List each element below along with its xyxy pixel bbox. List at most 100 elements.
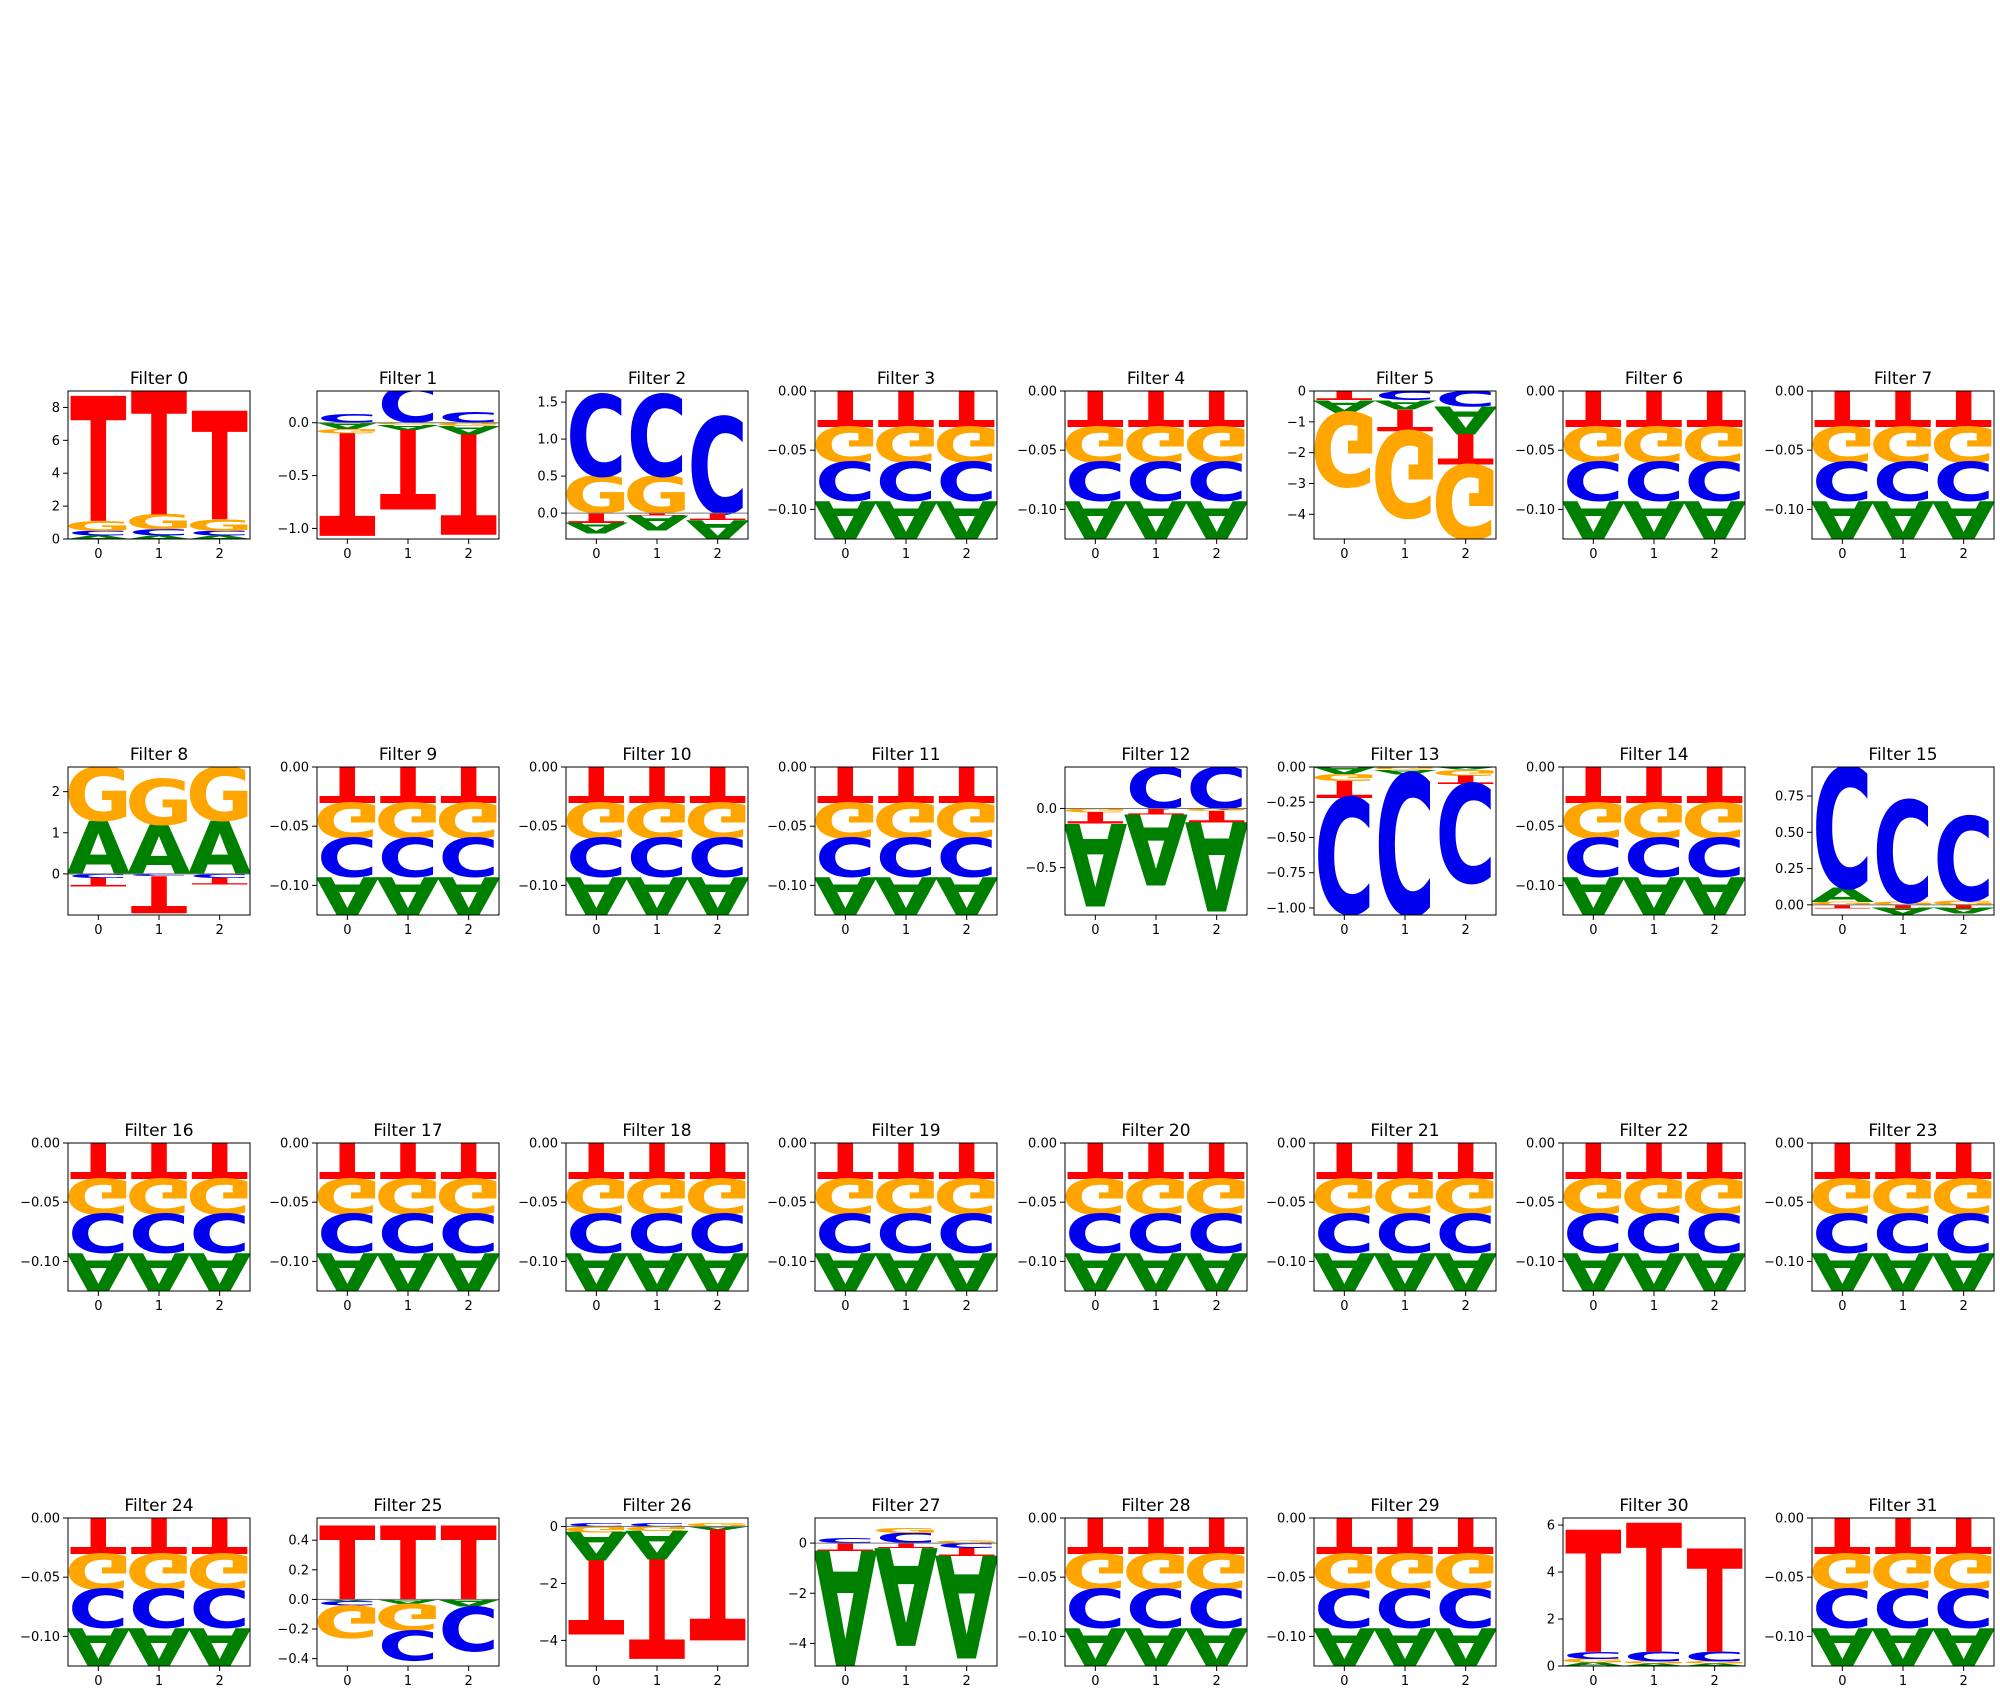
glyph-g-pos0: G — [1310, 1167, 1378, 1224]
filter-27-xtick-label: 2 — [963, 1674, 971, 1689]
glyph-a-pos2: A — [1683, 1663, 1747, 1667]
glyph-c-pos2: C — [189, 529, 250, 537]
glyph-g-pos2: G — [1183, 415, 1251, 472]
filter-3-ytick-label: −0.05 — [767, 444, 807, 459]
filter-8-ytick-label: 2 — [52, 785, 60, 800]
glyph-t-pos2: T — [690, 511, 746, 523]
glyph-a-pos0: A — [1312, 765, 1377, 776]
filter-25-xtick-label: 1 — [404, 1674, 412, 1689]
filter-27-ytick-label: −2 — [788, 1587, 807, 1602]
filter-23-xtick-label: 1 — [1899, 1299, 1907, 1314]
glyph-c-pos1: C — [378, 1620, 439, 1667]
filter-24-ytick-label: 0.00 — [31, 1512, 60, 1527]
filter-24-xtick-label: 2 — [216, 1674, 224, 1689]
glyph-g-pos0: G — [811, 415, 879, 472]
filter-10-xtick-label: 2 — [714, 923, 722, 938]
glyph-g-pos0: G — [64, 518, 132, 534]
filter-30-ytick-label: 0 — [1547, 1660, 1555, 1675]
filter-23-title: Filter 23 — [1868, 1121, 1937, 1141]
glyph-g-pos1: G — [1869, 1167, 1937, 1224]
glyph-a-pos2: A — [1932, 906, 1997, 915]
glyph-a-pos0: A — [66, 535, 130, 540]
filter-14-title: Filter 14 — [1619, 745, 1688, 765]
glyph-g-pos2: G — [933, 1167, 1001, 1224]
filter-1-ytick-label: −0.5 — [277, 469, 309, 484]
glyph-c-pos2: C — [1933, 449, 1994, 511]
glyph-c-pos0: C — [815, 1201, 876, 1263]
glyph-t-pos0: T — [1067, 808, 1124, 827]
glyph-c-pos1: C — [1624, 449, 1685, 511]
glyph-a-pos1: A — [127, 1240, 192, 1304]
glyph-t-pos0: T — [1067, 1132, 1123, 1189]
filter-15-xtick-label: 1 — [1899, 923, 1907, 938]
glyph-t-pos1: T — [1875, 904, 1932, 909]
glyph-t-pos1: T — [380, 1132, 436, 1189]
glyph-a-pos0: A — [813, 488, 878, 552]
glyph-c-pos2: C — [1684, 825, 1745, 887]
filter-1-xtick-label: 2 — [465, 547, 473, 562]
glyph-g-pos1: G — [623, 466, 691, 525]
glyph-t-pos0: T — [70, 1507, 126, 1564]
glyph-a-pos2: A — [1683, 1240, 1748, 1304]
glyph-g-pos2: G — [1432, 441, 1500, 559]
glyph-a-pos1: A — [874, 1240, 939, 1304]
filter-6-xtick-label: 1 — [1650, 547, 1658, 562]
filter-0-ytick-label: 6 — [52, 434, 60, 449]
filter-20-title: Filter 20 — [1121, 1121, 1190, 1141]
glyph-t-pos0: T — [1316, 1132, 1372, 1189]
filter-29-title: Filter 29 — [1370, 1496, 1439, 1516]
filter-7-title: Filter 7 — [1874, 369, 1932, 389]
glyph-t-pos1: T — [1128, 1507, 1184, 1564]
filter-16-ytick-label: −0.10 — [20, 1255, 60, 1270]
filter-21-ytick-label: −0.10 — [1266, 1255, 1306, 1270]
glyph-a-pos2: A — [1185, 1240, 1250, 1304]
glyph-a-pos1: A — [127, 1615, 192, 1679]
glyph-t-pos2: T — [1936, 904, 1993, 909]
filter-8-xtick-label: 2 — [216, 923, 224, 938]
glyph-t-pos1: T — [629, 756, 685, 813]
glyph-g-pos0: G — [1061, 1542, 1129, 1599]
filter-13-title: Filter 13 — [1370, 745, 1439, 765]
glyph-t-pos0: T — [70, 875, 126, 888]
glyph-g-pos0: G — [64, 1542, 132, 1599]
glyph-t-pos0: T — [1814, 380, 1870, 437]
glyph-t-pos1: T — [1875, 1132, 1931, 1189]
glyph-a-pos2: A — [437, 1240, 502, 1304]
filter-26-ytick-label: −2 — [539, 1577, 558, 1592]
glyph-t-pos1: T — [380, 1505, 436, 1623]
glyph-t-pos2: T — [1189, 807, 1246, 826]
glyph-c-pos2: C — [438, 1592, 499, 1663]
glyph-g-pos1: G — [872, 1167, 940, 1224]
glyph-c-pos2: C — [1684, 1649, 1745, 1664]
glyph-c-pos2: C — [189, 873, 250, 880]
glyph-a-pos2: A — [437, 1597, 502, 1609]
glyph-c-pos1: C — [1873, 449, 1934, 511]
filter-17-title: Filter 17 — [373, 1121, 442, 1141]
glyph-a-pos1: A — [1373, 1240, 1438, 1304]
glyph-t-pos2: T — [939, 1546, 995, 1558]
glyph-g-pos1: G — [1371, 1167, 1439, 1224]
glyph-a-pos2: A — [686, 1240, 751, 1304]
filter-5-xtick-label: 1 — [1401, 547, 1409, 562]
filter-11-title: Filter 11 — [871, 745, 940, 765]
glyph-c-pos1: C — [1624, 1201, 1685, 1263]
glyph-g-pos2: G — [1930, 899, 1998, 906]
glyph-g-pos0: G — [562, 1525, 630, 1534]
glyph-a-pos2: A — [1434, 1240, 1499, 1304]
glyph-t-pos0: T — [70, 362, 126, 562]
glyph-g-pos1: G — [125, 1542, 193, 1599]
filter-23-ytick-label: 0.00 — [1775, 1137, 1804, 1152]
filter-5-ytick-label: −2 — [1287, 446, 1306, 461]
filter-0-ytick-label: 4 — [52, 467, 60, 482]
